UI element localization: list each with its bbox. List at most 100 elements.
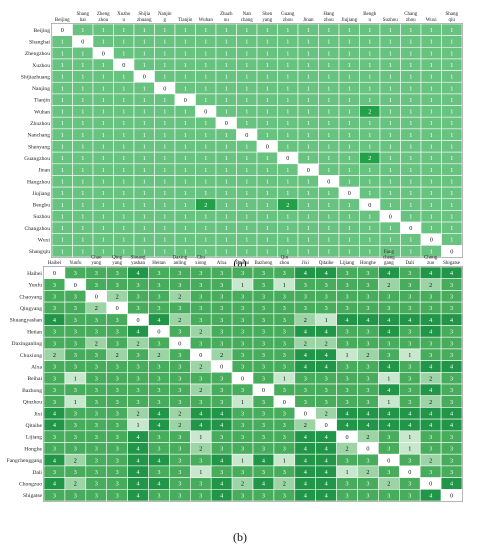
cell-value: 0 <box>429 481 432 488</box>
cell-value: 1 <box>430 225 433 232</box>
cell-value: 4 <box>137 270 140 277</box>
cell-value: 1 <box>266 190 269 197</box>
cell-value: 3 <box>53 305 56 312</box>
cell-value: 1 <box>389 202 392 209</box>
cell-value: 1 <box>325 317 328 324</box>
cell-value: 1 <box>204 97 207 104</box>
cell-value: 3 <box>304 399 307 406</box>
cell-value: 1 <box>450 190 453 197</box>
cell-value: 3 <box>116 340 119 347</box>
cell-value: 1 <box>102 167 105 174</box>
cell-value: 1 <box>102 74 105 81</box>
cell-value: 0 <box>366 446 369 453</box>
cell-value: 1 <box>81 213 84 220</box>
cell-value: 1 <box>408 446 411 453</box>
cell-value: 3 <box>157 492 160 499</box>
cell-value: 4 <box>346 317 349 324</box>
cell-value: 1 <box>81 225 84 232</box>
column-label: Heitan <box>152 261 166 266</box>
cell-value: 1 <box>204 27 207 34</box>
cell-value: 3 <box>450 352 453 359</box>
cell-value: 3 <box>220 329 223 336</box>
cell-value: 3 <box>95 422 98 429</box>
cell-value: 1 <box>327 155 330 162</box>
cell-value: 1 <box>102 27 105 34</box>
cell-value: 1 <box>81 62 84 69</box>
cell-value: 3 <box>366 481 369 488</box>
cell-value: 1 <box>450 120 453 127</box>
column-label: Chao yang <box>91 256 102 267</box>
cell-value: 1 <box>245 178 248 185</box>
cell-value: 4 <box>157 457 160 464</box>
column-label-line: Chong <box>424 256 438 261</box>
heatmap-frame <box>43 266 463 502</box>
cell-value: 3 <box>408 364 411 371</box>
cell-value: 1 <box>225 39 228 46</box>
column-label-line: zhou <box>279 261 289 266</box>
cell-value: 1 <box>348 62 351 69</box>
column-label-line: chang <box>241 18 253 23</box>
cell-value: 3 <box>116 492 119 499</box>
row-label: Wuhan <box>34 109 50 115</box>
cell-value: 1 <box>348 39 351 46</box>
column-label-line: Suzhou <box>383 18 399 23</box>
cell-value: 3 <box>346 364 349 371</box>
cell-value: 2 <box>366 352 369 359</box>
cell-value: 1 <box>102 120 105 127</box>
cell-value: 1 <box>307 132 310 139</box>
cell-value: 4 <box>304 492 307 499</box>
cell-value: 4 <box>304 434 307 441</box>
cell-value: 4 <box>346 422 349 429</box>
cell-value: 1 <box>430 167 433 174</box>
cell-value: 2 <box>325 410 328 417</box>
cell-value: 1 <box>430 202 433 209</box>
cell-value: 3 <box>366 270 369 277</box>
cell-value: 3 <box>199 305 202 312</box>
cell-value: 1 <box>348 178 351 185</box>
cell-value: 3 <box>241 293 244 300</box>
cell-value: 1 <box>409 132 412 139</box>
column-label-line: Tianjin <box>178 18 193 23</box>
cell-value: 3 <box>199 375 202 382</box>
row-label: Hetian <box>27 329 42 335</box>
cell-value: 1 <box>61 202 64 209</box>
cell-value: 1 <box>266 74 269 81</box>
cell-value: 1 <box>245 237 248 244</box>
cell-value: 3 <box>74 387 77 394</box>
cell-value: 3 <box>304 387 307 394</box>
column-label-line: Bazhong <box>255 261 273 266</box>
cell-value: 1 <box>245 85 248 92</box>
cell-value: 2 <box>95 340 98 347</box>
cell-value: 1 <box>430 85 433 92</box>
cell-value: 1 <box>348 167 351 174</box>
cell-value: 3 <box>429 434 432 441</box>
cell-value: 1 <box>430 50 433 57</box>
cell-value: 1 <box>430 213 433 220</box>
cell-value: 0 <box>116 305 119 312</box>
cell-value: 1 <box>307 202 310 209</box>
cell-value: 1 <box>163 97 166 104</box>
column-label-line: Alxa <box>217 261 228 266</box>
cell-value: 4 <box>304 352 307 359</box>
cell-value: 1 <box>450 109 453 116</box>
cell-value: 1 <box>450 237 453 244</box>
cell-value: 3 <box>220 282 223 289</box>
cell-value: 1 <box>245 202 248 209</box>
cell-value: 3 <box>178 457 181 464</box>
cell-value: 3 <box>262 364 265 371</box>
cell-value: 1 <box>225 225 228 232</box>
cell-value: 3 <box>178 352 181 359</box>
cell-value: 1 <box>389 27 392 34</box>
cell-value: 1 <box>327 132 330 139</box>
cell-value: 3 <box>325 387 328 394</box>
cell-value: 3 <box>199 293 202 300</box>
panel-label: (b) <box>233 530 247 544</box>
cell-value: 1 <box>327 237 330 244</box>
cell-value: 0 <box>53 270 56 277</box>
cell-value: 2 <box>137 340 140 347</box>
cell-value: 1 <box>409 178 412 185</box>
column-label-line: Zhazh <box>220 12 233 17</box>
cell-value: 3 <box>53 399 56 406</box>
column-label-line: Nanjin <box>158 12 172 17</box>
cell-value: 1 <box>450 213 453 220</box>
